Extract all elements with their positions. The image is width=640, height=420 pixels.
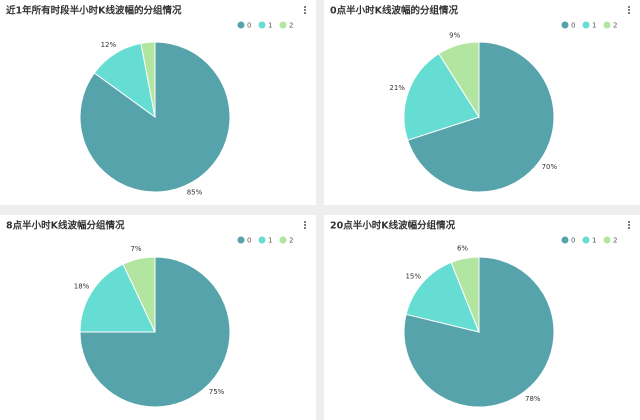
menu-icon[interactable]	[628, 224, 630, 226]
menu-icon[interactable]	[304, 12, 306, 14]
legend-label: 1	[592, 237, 596, 245]
data-label: 70%	[542, 163, 558, 171]
pie-slice	[122, 256, 156, 333]
chart-title: 20点半小时K线波幅分组情况	[330, 220, 456, 232]
legend-label: 0	[571, 22, 575, 30]
pie-slice	[79, 256, 231, 408]
data-label: 6%	[457, 245, 468, 253]
legend-swatch	[258, 236, 266, 244]
data-label: 75%	[209, 388, 225, 396]
pie-slice	[438, 41, 480, 119]
legend-label: 1	[268, 22, 272, 30]
menu-icon[interactable]	[304, 224, 306, 226]
menu-icon[interactable]	[628, 12, 630, 14]
menu-icon[interactable]	[628, 6, 630, 8]
legend-swatch	[603, 236, 611, 244]
menu-icon[interactable]	[628, 227, 630, 229]
legend-label: 2	[289, 237, 293, 245]
legend-label: 2	[613, 237, 617, 245]
pie-slice	[405, 261, 480, 333]
data-label: 78%	[525, 395, 541, 403]
legend-swatch	[582, 236, 590, 244]
legend-swatch	[582, 21, 590, 29]
data-label: 18%	[74, 282, 90, 290]
pie-slice	[450, 256, 480, 333]
menu-icon[interactable]	[304, 227, 306, 229]
legend-label: 0	[247, 237, 251, 245]
menu-icon[interactable]	[628, 9, 630, 11]
menu-icon[interactable]	[304, 9, 306, 11]
data-label: 9%	[449, 31, 460, 39]
pie-slice	[79, 263, 156, 333]
chart-title: 近1年所有时段半小时K线波幅的分组情况	[6, 5, 182, 17]
pie-slice	[403, 52, 480, 141]
data-label: 21%	[389, 84, 405, 92]
menu-icon[interactable]	[628, 221, 630, 223]
menu-icon[interactable]	[304, 6, 306, 8]
chart-title: 0点半小时K线波幅的分组情况	[330, 5, 458, 17]
legend-label: 0	[247, 22, 251, 30]
legend-label: 1	[592, 22, 596, 30]
legend-swatch	[279, 236, 287, 244]
data-label: 15%	[405, 272, 421, 280]
legend-swatch	[237, 236, 245, 244]
data-label: 85%	[187, 189, 203, 197]
data-label: 12%	[101, 41, 117, 49]
legend-swatch	[237, 21, 245, 29]
legend-label: 0	[571, 237, 575, 245]
data-label: 7%	[130, 245, 141, 253]
legend-swatch	[279, 21, 287, 29]
legend-swatch	[561, 236, 569, 244]
legend-label: 1	[268, 237, 272, 245]
pie-slice	[407, 41, 555, 193]
legend-swatch	[561, 21, 569, 29]
legend-label: 2	[613, 22, 617, 30]
legend-swatch	[603, 21, 611, 29]
pie-slice	[140, 41, 156, 118]
legend-label: 2	[289, 22, 293, 30]
chart-title: 8点半小时K线波幅分组情况	[6, 220, 125, 232]
legend-swatch	[258, 21, 266, 29]
menu-icon[interactable]	[304, 221, 306, 223]
